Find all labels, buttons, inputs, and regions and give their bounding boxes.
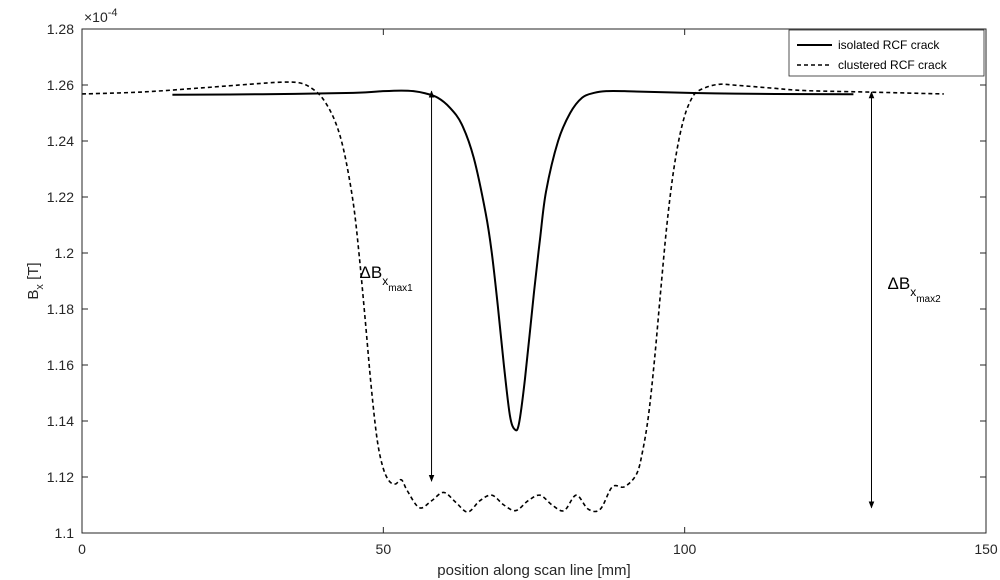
y-axis-label-main: B	[25, 290, 42, 300]
y-axis-label-subscript: x	[34, 284, 46, 290]
y-tick-label: 1.14	[47, 413, 74, 429]
legend-box	[788, 29, 985, 77]
y-axis-label: Bx [T]	[25, 262, 46, 299]
y-multiplier-exponent: -4	[108, 7, 118, 19]
x-tick-label: 150	[974, 541, 998, 557]
y-tick-label: 1.1	[55, 525, 75, 541]
y-multiplier: ×10-4	[84, 7, 118, 25]
legend-label-isolated: isolated RCF crack	[838, 38, 940, 52]
delta-label-2: ΔBxmax2	[887, 274, 941, 305]
series-layer	[81, 81, 944, 513]
delta-label-subsub: max1	[388, 283, 413, 294]
y-tick-label: 1.18	[47, 301, 74, 317]
y-axis-label-unit: [T]	[25, 262, 42, 284]
y-tick-label: 1.16	[47, 357, 74, 373]
y-tick-label: 1.26	[47, 77, 74, 93]
delta-label-sub: x	[910, 285, 916, 299]
delta-label-1: ΔBxmax1	[360, 263, 414, 294]
x-tick-label: 100	[673, 541, 697, 557]
delta-label-main: ΔB	[887, 274, 910, 293]
legend-label-clustered: clustered RCF crack	[838, 58, 948, 72]
y-tick-label: 1.24	[47, 133, 74, 149]
tick-layer: 0 50 100 150 1.1 1.12 1.14 1.16 1.18 1.2 1.22 1.24 1…	[47, 21, 998, 557]
y-tick-label: 1.12	[47, 469, 74, 485]
x-tick-label: 50	[376, 541, 392, 557]
plot-frame	[81, 28, 987, 534]
y-multiplier-base: ×10	[84, 9, 108, 25]
delta-label-sub: x	[382, 274, 388, 288]
y-tick-label: 1.22	[47, 189, 74, 205]
y-tick-label: 1.28	[47, 21, 74, 37]
annotation-layer: ΔBxmax1 ΔBxmax2	[360, 90, 941, 509]
x-axis-label: position along scan line [mm]	[437, 562, 630, 579]
delta-label-main: ΔB	[360, 263, 383, 282]
x-tick-label: 0	[78, 541, 86, 557]
legend: isolated RCF crack clustered RCF crack	[788, 29, 985, 77]
series-line-isolated	[172, 89, 854, 432]
delta-label-subsub: max2	[916, 294, 941, 305]
plot-area	[82, 29, 986, 533]
y-tick-label: 1.2	[55, 245, 75, 261]
series-line-clustered	[81, 81, 944, 513]
